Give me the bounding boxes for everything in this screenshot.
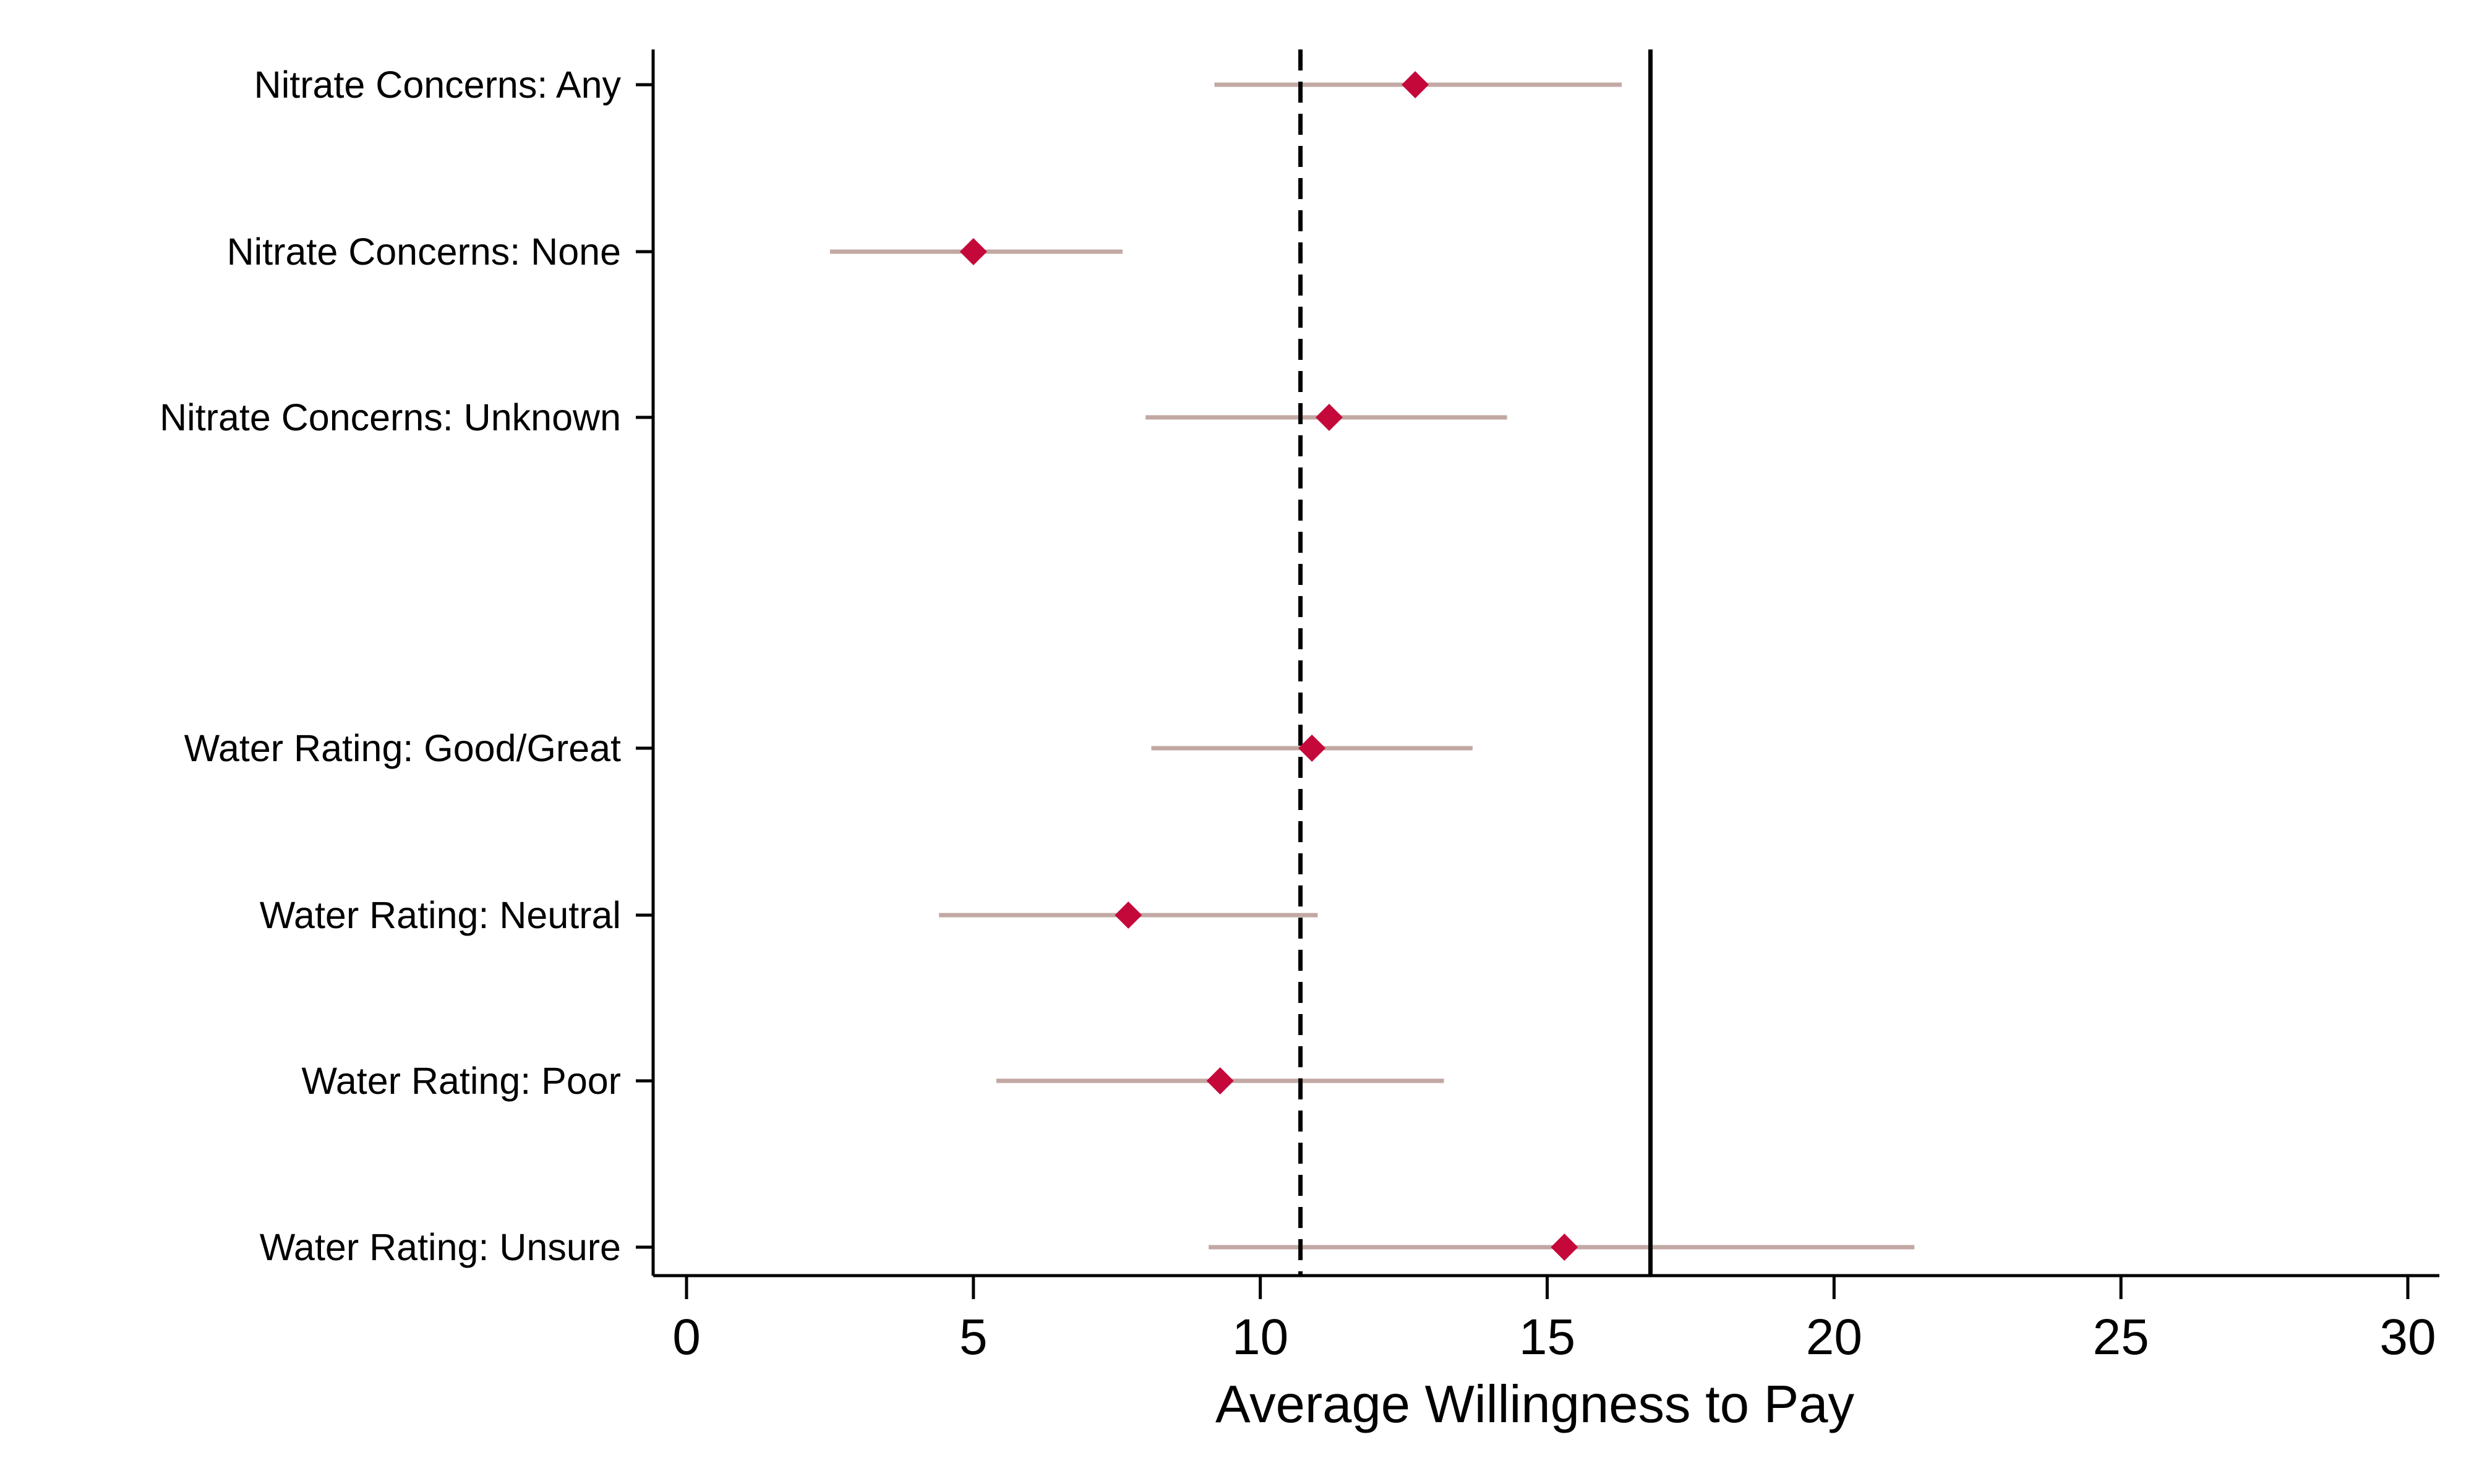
point-estimate xyxy=(1206,1067,1234,1094)
category-label: Nitrate Concerns: None xyxy=(227,231,621,273)
category-label: Water Rating: Unsure xyxy=(260,1226,621,1268)
point-estimate xyxy=(1115,902,1142,929)
x-tick-label: 30 xyxy=(2379,1309,2436,1365)
x-tick-label: 25 xyxy=(2093,1309,2149,1365)
category-label: Nitrate Concerns: Unknown xyxy=(160,396,621,438)
category-label: Water Rating: Poor xyxy=(302,1060,621,1102)
ci-layer xyxy=(829,82,1915,1250)
category-label: Water Rating: Neutral xyxy=(260,894,621,936)
category-labels: Nitrate Concerns: Any Nitrate Concerns: N… xyxy=(160,64,621,1268)
x-tick-label: 0 xyxy=(672,1309,701,1365)
point-estimate xyxy=(959,238,987,265)
point-estimate xyxy=(1298,735,1326,762)
x-tick-label: 15 xyxy=(1519,1309,1575,1365)
x-tick-label: 10 xyxy=(1232,1309,1288,1365)
category-label: Water Rating: Good/Great xyxy=(184,727,621,769)
category-label: Nitrate Concerns: Any xyxy=(254,64,622,106)
point-estimate xyxy=(1551,1234,1578,1261)
axes: 0 5 10 15 20 25 30 xyxy=(636,49,2439,1365)
x-axis-title: Average Willingness to Pay xyxy=(1215,1375,1855,1434)
point-estimate xyxy=(1315,404,1343,431)
point-layer xyxy=(959,71,1578,1261)
reference-lines xyxy=(1298,49,1653,1276)
x-tick-label: 5 xyxy=(959,1309,988,1365)
point-estimate xyxy=(1402,71,1429,98)
x-tick-label: 20 xyxy=(1806,1309,1862,1365)
